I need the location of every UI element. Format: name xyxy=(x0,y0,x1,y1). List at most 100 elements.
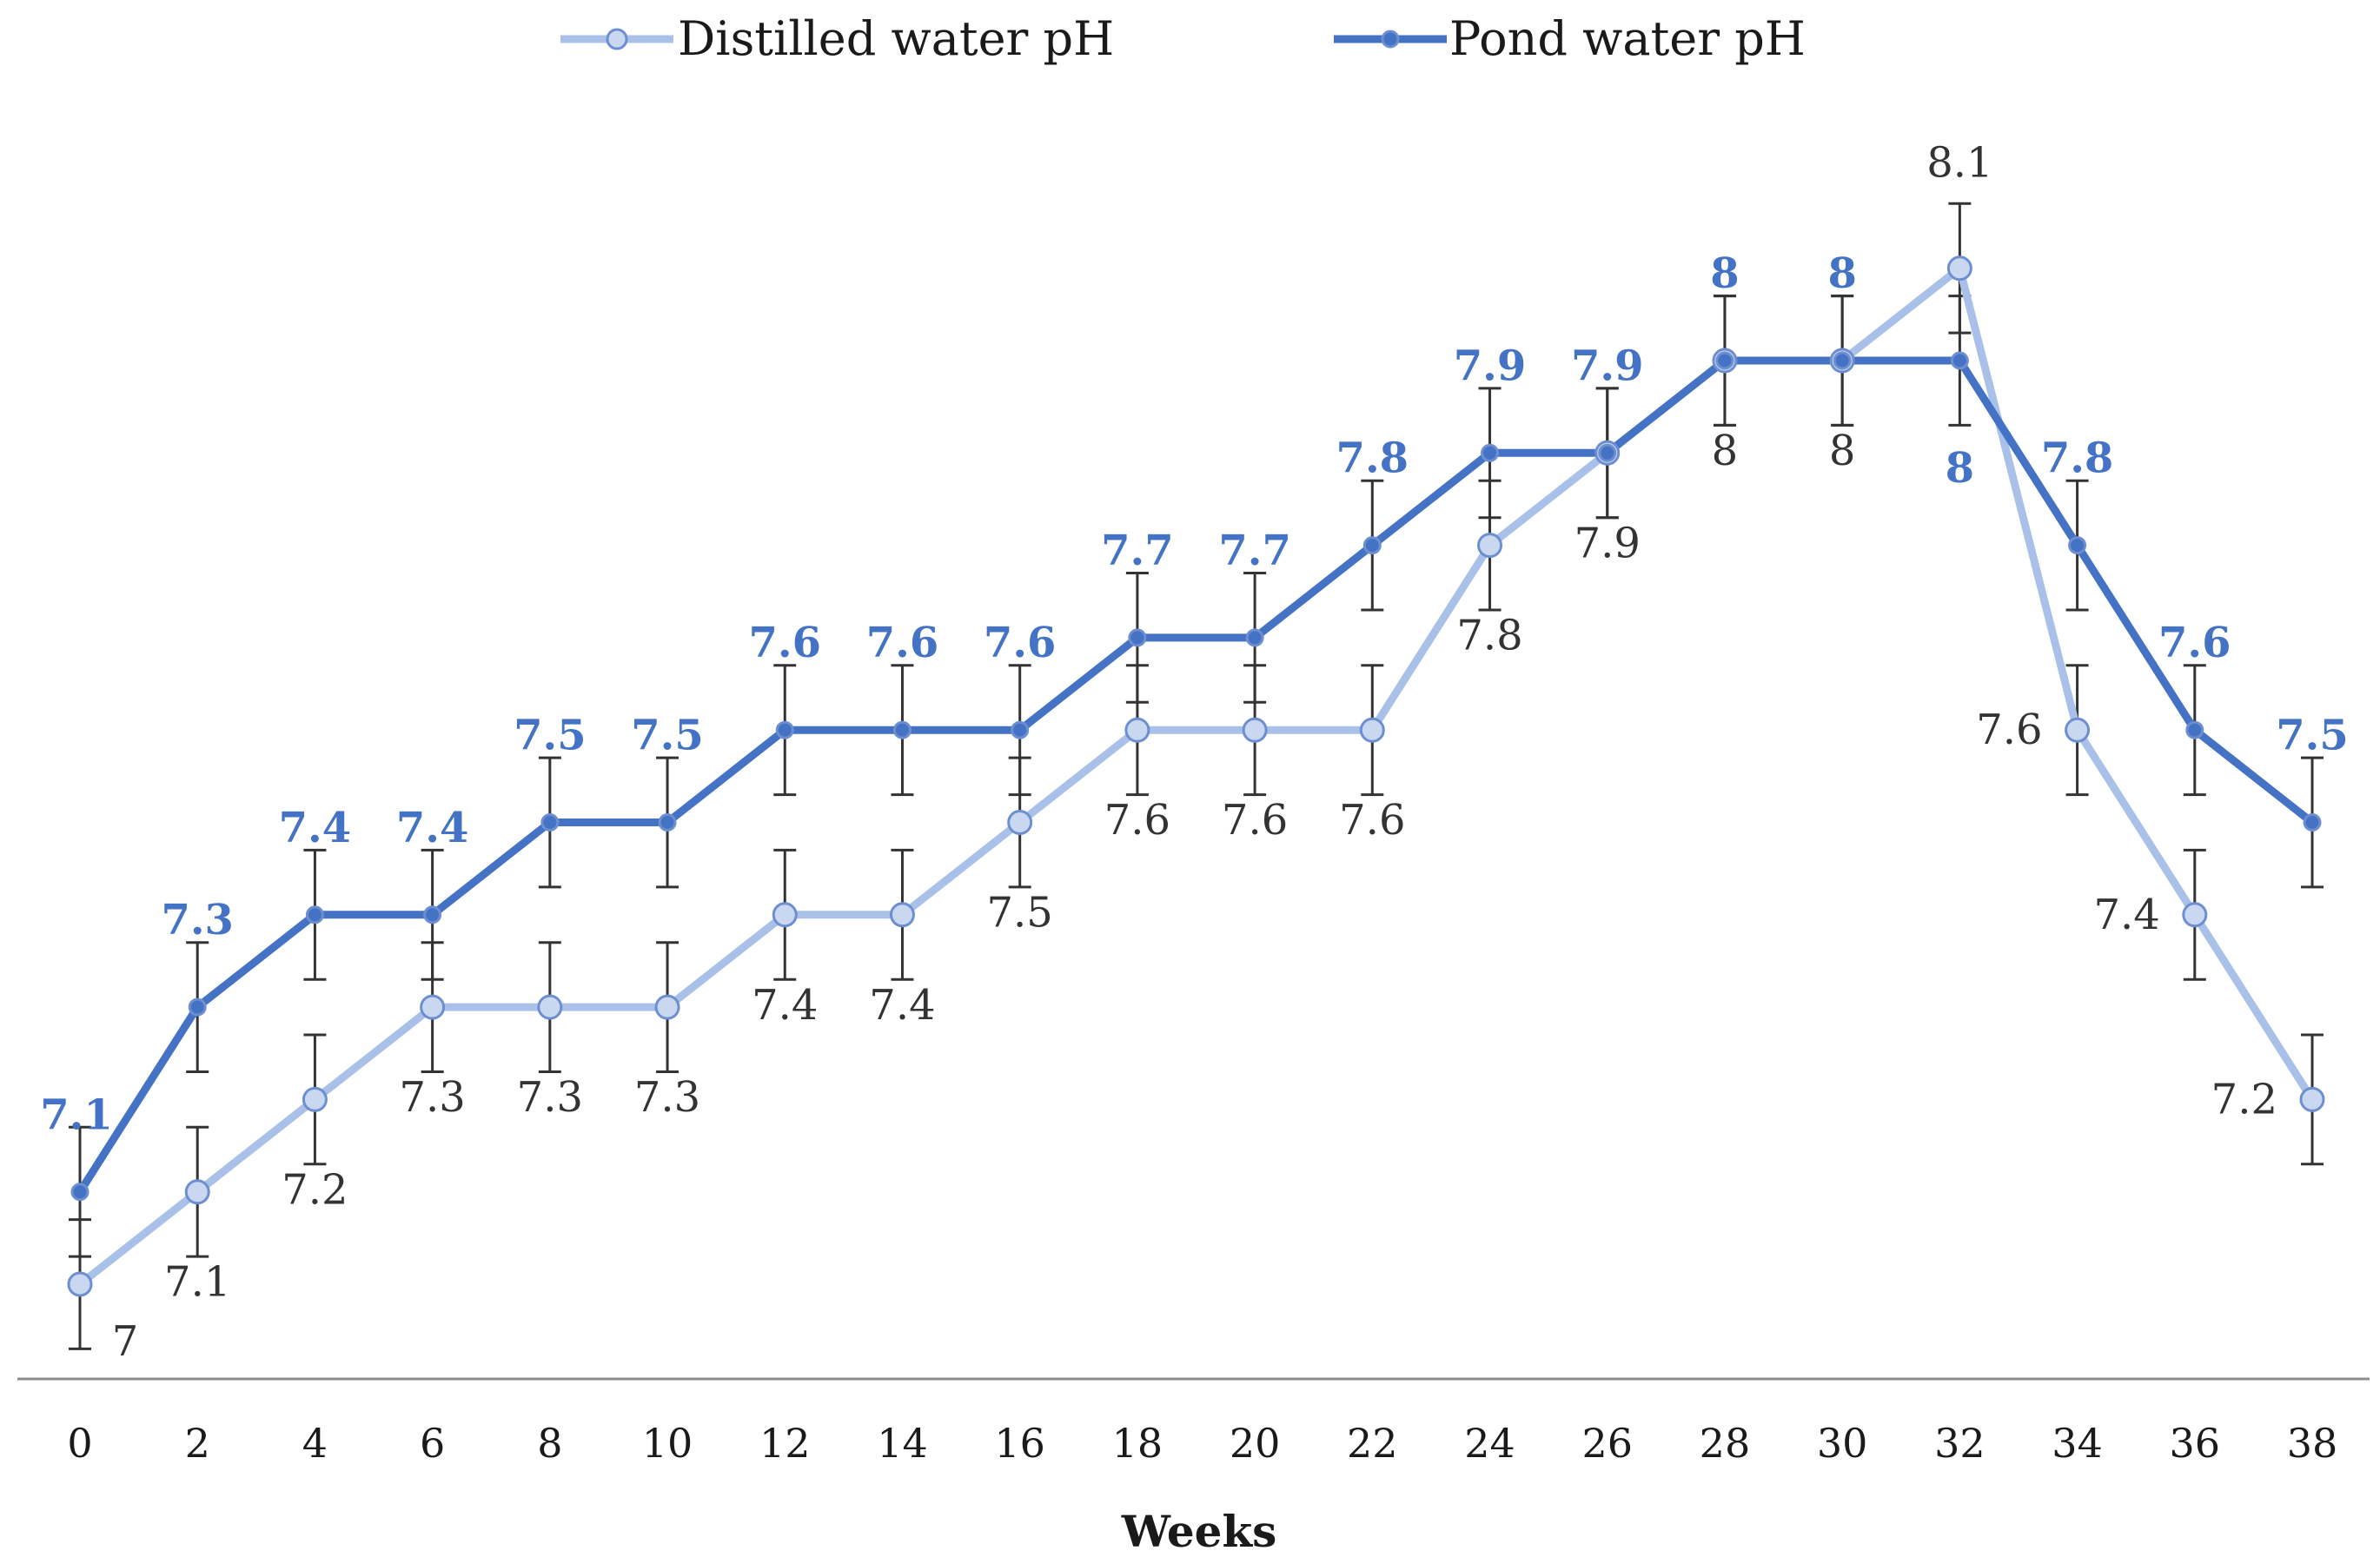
distilled-point xyxy=(1946,255,1972,282)
distilled-data-label: 7.3 xyxy=(634,1073,700,1122)
x-tick-label: 6 xyxy=(420,1420,445,1467)
distilled-data-label: 7.3 xyxy=(517,1073,583,1122)
x-tick-label: 36 xyxy=(2170,1420,2221,1467)
pond-data-label: 7.6 xyxy=(866,619,939,667)
pond-data-label: 7.6 xyxy=(984,619,1057,667)
distilled-data-label: 7.4 xyxy=(2093,891,2159,939)
pond-data-label: 8 xyxy=(1710,249,1739,298)
pond-data-label: 7.9 xyxy=(1571,341,1644,390)
pond-point xyxy=(892,720,912,739)
data-labels: 7 7.1 7.2 7.3 7.3 7.3 7.4 7.4 7.5 7.6 7.6 7.6 7.8 7.9… xyxy=(40,139,2349,1366)
pond-point xyxy=(540,813,560,832)
pond-data-label: 7.5 xyxy=(2276,712,2349,760)
pond-point xyxy=(2303,813,2322,832)
pond-data-label: 7.8 xyxy=(2041,434,2114,483)
pond-point xyxy=(1128,628,1147,647)
distilled-data-label: 7.9 xyxy=(1575,519,1641,567)
legend-pond-label: Pond water pH xyxy=(1449,11,1806,66)
distilled-data-label: 7.2 xyxy=(2211,1075,2277,1123)
pond-data-label: 7.5 xyxy=(514,712,587,760)
distilled-point xyxy=(1477,533,1503,559)
pond-point xyxy=(188,997,207,1017)
pond-data-label: 7.9 xyxy=(1454,341,1527,390)
pond-data-label: 7.5 xyxy=(631,712,704,760)
pond-data-label: 8 xyxy=(1827,249,1856,298)
distilled-data-label: 7 xyxy=(112,1317,139,1366)
distilled-data-label: 7.6 xyxy=(1222,796,1288,845)
x-tick-label: 28 xyxy=(1700,1420,1751,1467)
pond-point xyxy=(305,905,324,924)
pond-point xyxy=(423,905,442,924)
x-tick-label: 4 xyxy=(302,1420,328,1467)
distilled-data-label: 7.8 xyxy=(1456,612,1522,660)
pond-point xyxy=(1481,443,1500,462)
pond-point xyxy=(658,813,677,832)
distilled-point xyxy=(302,1086,328,1112)
series-markers xyxy=(67,255,2325,1297)
x-tick-labels: 0 2 4 6 8 10 12 14 16 18 20 22 24 26 28 30 32 34 36 38 xyxy=(67,1420,2337,1467)
x-tick-label: 16 xyxy=(994,1420,1045,1467)
distilled-data-label: 7.4 xyxy=(752,981,818,1030)
pond-water-line xyxy=(76,356,2317,1196)
pond-point xyxy=(1245,628,1264,647)
legend-pond-swatch-marker xyxy=(1381,30,1400,49)
distilled-point xyxy=(1359,717,1385,743)
pond-data-label: 7.6 xyxy=(749,619,822,667)
pond-data-label: 7.6 xyxy=(2158,619,2231,667)
distilled-point xyxy=(420,994,446,1020)
distilled-data-label: 7.6 xyxy=(1339,796,1405,845)
distilled-point xyxy=(1007,810,1033,835)
distilled-point xyxy=(2182,902,2208,928)
pond-data-label: 7.8 xyxy=(1336,434,1409,483)
distilled-point xyxy=(537,994,563,1020)
distilled-point xyxy=(2065,717,2091,743)
pond-data-label: 8 xyxy=(1946,444,1974,493)
distilled-data-label: 7.2 xyxy=(282,1165,348,1214)
x-tick-label: 20 xyxy=(1230,1420,1281,1467)
distilled-data-label: 8.1 xyxy=(1926,139,1992,188)
x-tick-label: 12 xyxy=(759,1420,811,1467)
x-tick-label: 22 xyxy=(1347,1420,1398,1467)
distilled-point xyxy=(2299,1086,2325,1112)
pond-point xyxy=(1833,351,1852,370)
series-lines xyxy=(76,264,2317,1289)
distilled-data-label: 7.5 xyxy=(987,889,1053,938)
distilled-data-label: 8 xyxy=(1829,427,1856,475)
x-axis-title: Weeks xyxy=(1121,1506,1277,1557)
pond-data-label: 7.7 xyxy=(1101,527,1174,575)
x-tick-label: 38 xyxy=(2287,1420,2338,1467)
pond-data-label: 7.4 xyxy=(279,804,352,852)
x-tick-label: 26 xyxy=(1581,1420,1633,1467)
pond-point xyxy=(1011,720,1030,739)
pond-data-label: 7.4 xyxy=(396,804,469,852)
distilled-point xyxy=(1124,717,1150,743)
distilled-point xyxy=(184,1179,210,1205)
x-tick-label: 2 xyxy=(185,1420,210,1467)
distilled-point xyxy=(67,1271,93,1297)
distilled-data-label: 7.3 xyxy=(399,1073,465,1122)
pond-point xyxy=(775,720,794,739)
distilled-point xyxy=(654,994,680,1020)
x-tick-label: 24 xyxy=(1464,1420,1515,1467)
chart-legend: Distilled water pH Pond water pH xyxy=(560,11,1806,66)
distilled-water-line xyxy=(76,264,2317,1289)
distilled-data-label: 7.4 xyxy=(869,981,935,1030)
distilled-data-label: 7.1 xyxy=(164,1258,230,1307)
x-tick-label: 18 xyxy=(1112,1420,1163,1467)
distilled-point xyxy=(1242,717,1268,743)
x-tick-label: 10 xyxy=(642,1420,693,1467)
pond-data-label: 7.1 xyxy=(40,1091,113,1140)
distilled-point xyxy=(889,902,915,928)
x-tick-label: 0 xyxy=(67,1420,92,1467)
x-tick-label: 8 xyxy=(537,1420,562,1467)
pond-point xyxy=(1715,351,1734,370)
legend-distilled-label: Distilled water pH xyxy=(678,11,1114,66)
pond-point xyxy=(1598,443,1617,462)
pond-data-label: 7.3 xyxy=(161,896,234,944)
distilled-data-label: 7.6 xyxy=(1104,796,1170,845)
pond-data-label: 7.7 xyxy=(1218,527,1291,575)
distilled-point xyxy=(772,902,798,928)
pond-point xyxy=(2068,536,2087,555)
x-tick-label: 34 xyxy=(2052,1420,2103,1467)
